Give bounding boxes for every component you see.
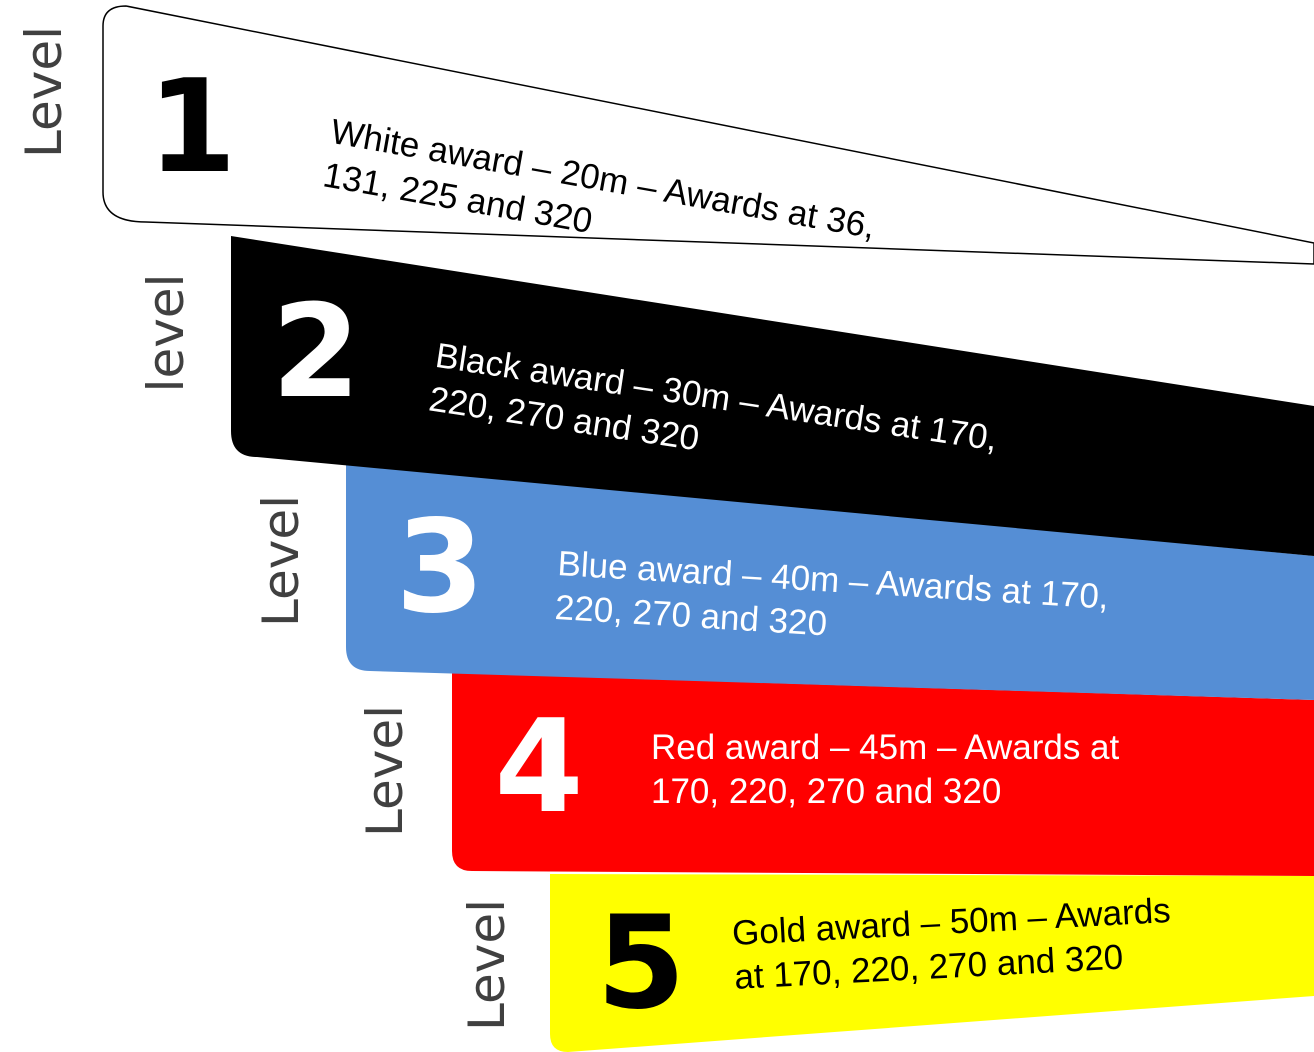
band-level-1 (102, 5, 1314, 265)
level-5-number: 5 (596, 889, 686, 1038)
band-level-4 (452, 673, 1314, 876)
level-3-label: Level (252, 495, 310, 627)
band-level-2 (231, 236, 1314, 556)
level-1-number: 1 (147, 53, 237, 202)
level-4-label: Level (356, 705, 414, 837)
level-1-label: Level (15, 26, 73, 158)
level-2-number: 2 (271, 278, 361, 427)
level-5-label: Level (458, 899, 516, 1031)
level-4-description-line-1: Red award – 45m – Awards at (651, 728, 1120, 767)
band-level-3 (346, 463, 1314, 700)
band-level-5 (550, 874, 1314, 1052)
level-2-label: level (137, 273, 195, 393)
level-3-number: 3 (395, 493, 485, 642)
level-4-description: Red award – 45m – Awards at 170, 220, 27… (651, 726, 1119, 814)
level-4-description-line-2: 170, 220, 270 and 320 (651, 772, 1002, 811)
level-4-number: 4 (494, 693, 584, 842)
